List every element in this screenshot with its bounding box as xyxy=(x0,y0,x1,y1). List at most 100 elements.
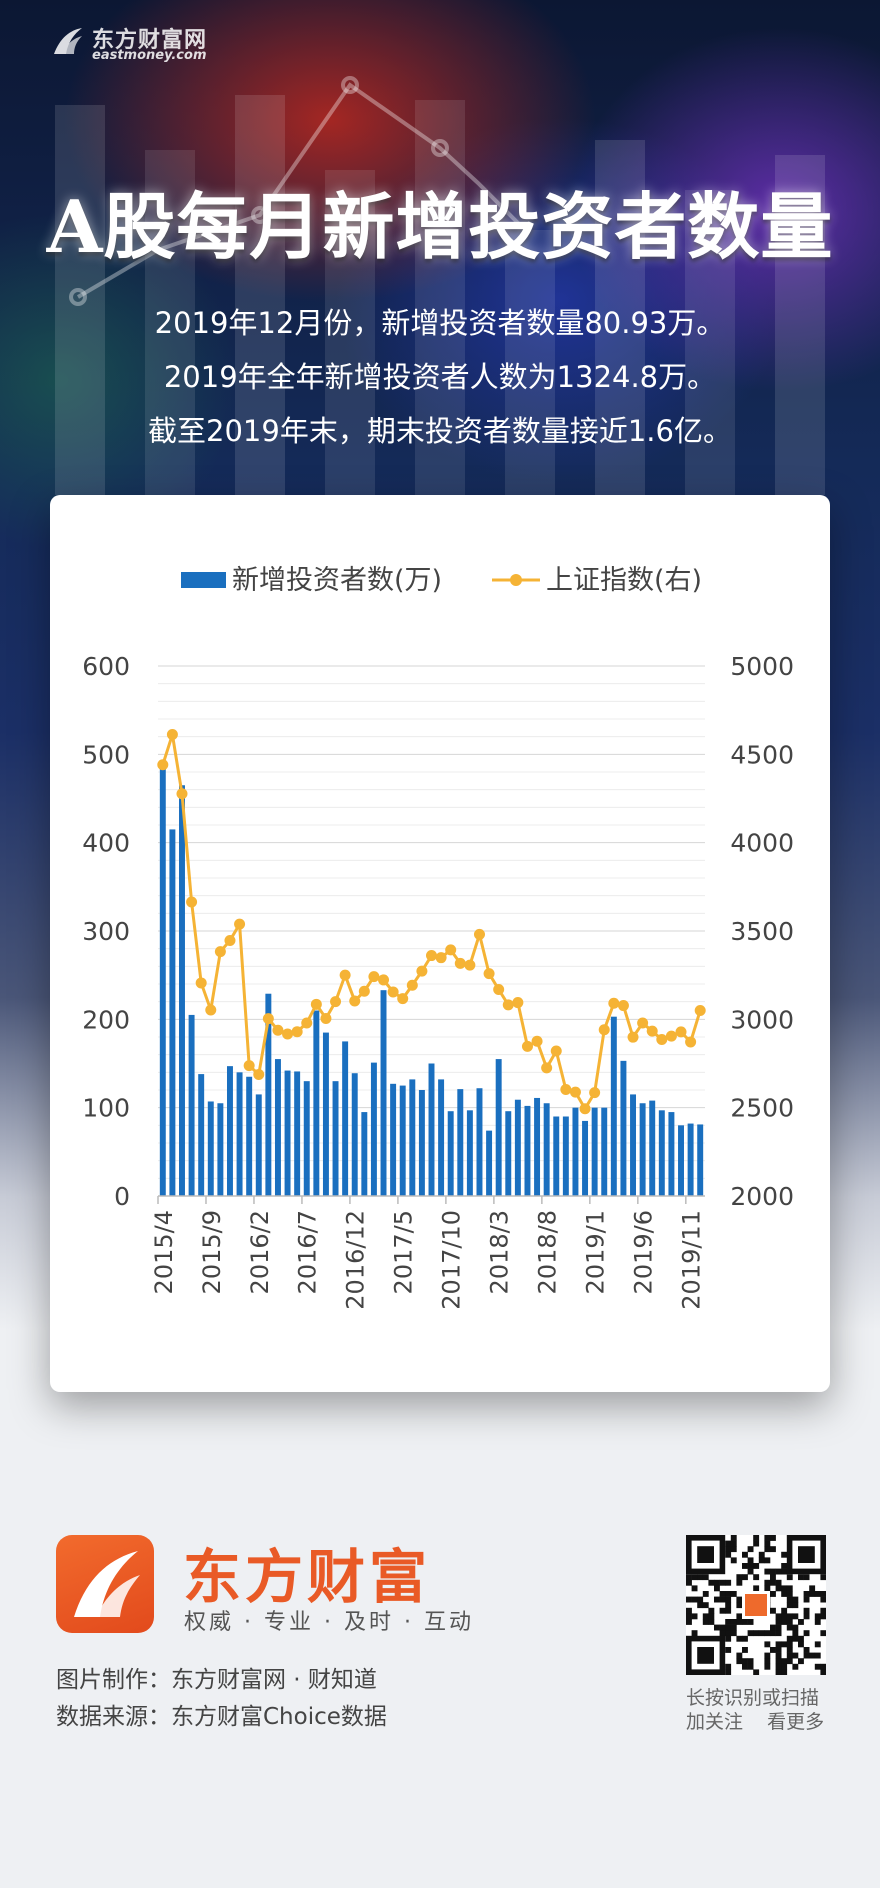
bar xyxy=(697,1124,704,1196)
credit-line-2: 数据来源：东方财富Choice数据 xyxy=(56,1704,387,1730)
x-tick-label: 2017/10 xyxy=(438,1210,466,1310)
bar xyxy=(687,1123,694,1196)
bar xyxy=(534,1097,541,1196)
legend-line-marker xyxy=(510,574,522,586)
index-point xyxy=(675,1026,687,1038)
y-left-tick-label: 300 xyxy=(82,917,130,946)
y-left-tick-label: 600 xyxy=(82,652,130,681)
index-point xyxy=(282,1028,294,1040)
x-tick-label: 2019/6 xyxy=(630,1210,658,1294)
index-point xyxy=(521,1040,533,1052)
index-point xyxy=(195,977,207,989)
bar xyxy=(639,1103,646,1196)
bar xyxy=(428,1063,435,1196)
index-point xyxy=(301,1017,313,1029)
index-point xyxy=(608,997,620,1009)
legend-line-label: 上证指数(右) xyxy=(546,565,702,596)
bar xyxy=(457,1089,464,1196)
y-left-tick-label: 500 xyxy=(82,740,130,769)
y-left-tick-label: 200 xyxy=(82,1005,130,1034)
index-point xyxy=(598,1024,610,1036)
index-point xyxy=(531,1035,543,1047)
index-point xyxy=(464,959,476,971)
qr-code[interactable] xyxy=(686,1535,827,1676)
index-point xyxy=(157,759,169,771)
index-point xyxy=(560,1083,572,1095)
bar xyxy=(438,1079,445,1196)
bar xyxy=(668,1112,675,1196)
index-point xyxy=(330,996,342,1008)
index-point xyxy=(416,965,428,977)
bar xyxy=(524,1105,531,1196)
index-point xyxy=(205,1004,217,1016)
y-left-tick-label: 400 xyxy=(82,829,130,858)
index-point xyxy=(387,986,399,998)
bar xyxy=(486,1130,493,1196)
x-tick-label: 2015/9 xyxy=(198,1210,226,1294)
logo-text-cn: 东方财富网 xyxy=(92,28,208,53)
index-point xyxy=(339,969,351,981)
bar xyxy=(620,1060,627,1196)
bar xyxy=(543,1103,550,1196)
index-point xyxy=(214,946,226,958)
legend-bar-label: 新增投资者数(万) xyxy=(232,565,442,596)
chart: 0 100 200 300 400 500 600 2000 2500 3000 3500 4000 4… xyxy=(82,565,794,1310)
subtitle-line-1: 2019年12月份，新增投资者数量80.93万。 xyxy=(154,306,726,340)
index-point xyxy=(186,896,198,908)
bar xyxy=(553,1116,560,1196)
eastmoney-logo-icon xyxy=(54,28,82,54)
index-point xyxy=(493,983,505,995)
bar xyxy=(495,1059,502,1196)
index-point xyxy=(589,1087,601,1099)
index-point xyxy=(272,1024,284,1036)
bar xyxy=(246,1076,253,1196)
bar xyxy=(303,1081,310,1196)
index-point xyxy=(694,1005,706,1016)
index-point xyxy=(234,918,246,930)
bar xyxy=(591,1107,598,1196)
x-tick-label: 2016/2 xyxy=(246,1210,274,1294)
eastmoney-app-glyph xyxy=(74,1551,140,1617)
brand-slogan: 权威 · 专业 · 及时 · 互动 xyxy=(184,1610,474,1635)
index-point xyxy=(454,957,466,969)
bar xyxy=(361,1112,368,1196)
bar xyxy=(313,1010,320,1196)
bar xyxy=(207,1101,214,1196)
x-tick-label: 2016/12 xyxy=(342,1210,370,1310)
bar xyxy=(409,1079,416,1196)
bar xyxy=(159,767,166,1196)
index-point xyxy=(617,1000,629,1012)
index-point xyxy=(253,1068,265,1080)
bar xyxy=(217,1103,224,1196)
index-point xyxy=(550,1045,562,1057)
subtitle-line-2: 2019年全年新增投资者人数为1324.8万。 xyxy=(163,360,717,394)
bar xyxy=(466,1110,473,1196)
decorative-background-chart xyxy=(55,76,825,495)
x-tick-label: 2018/8 xyxy=(534,1210,562,1294)
index-point xyxy=(224,935,236,947)
bar xyxy=(236,1072,243,1196)
bar xyxy=(447,1111,454,1196)
bar xyxy=(284,1070,291,1196)
index-point xyxy=(569,1086,581,1098)
bar xyxy=(630,1094,637,1196)
index-point xyxy=(483,968,495,980)
y-right-tick-label: 5000 xyxy=(730,652,794,681)
qr-caption-line-2: 加关注 看更多 xyxy=(686,1711,825,1733)
index-point xyxy=(512,997,524,1009)
bar xyxy=(678,1125,684,1196)
credit-line-1: 图片制作：东方财富网 · 财知道 xyxy=(56,1667,377,1693)
logo-text-en: eastmoney.com xyxy=(92,48,207,63)
bar xyxy=(658,1110,665,1196)
legend-bar-swatch xyxy=(181,572,226,588)
index-point xyxy=(320,1012,332,1024)
y-left-tick-label: 100 xyxy=(82,1094,130,1123)
index-point xyxy=(406,979,418,991)
index-point xyxy=(435,952,447,964)
index-point xyxy=(473,928,485,940)
brand-name: 东方财富 xyxy=(183,1543,432,1611)
index-point xyxy=(176,788,188,800)
index-point xyxy=(541,1062,553,1074)
bar xyxy=(390,1083,397,1196)
index-point xyxy=(656,1033,668,1045)
